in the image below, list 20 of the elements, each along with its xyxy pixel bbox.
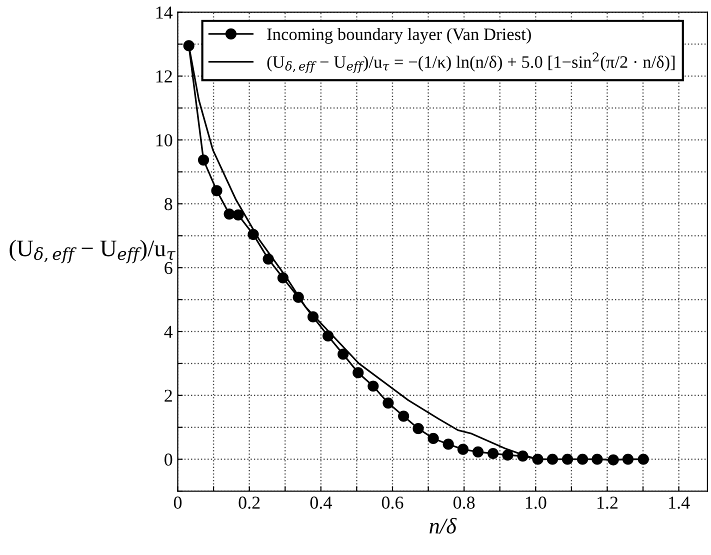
x-tick-label: 0.6 bbox=[382, 496, 404, 509]
y-tick-label: 2 bbox=[164, 390, 172, 402]
x-tick-label: 0.4 bbox=[310, 496, 332, 509]
y-tick-label: 14 bbox=[156, 6, 173, 18]
legend-label: Incoming boundary layer (Van Driest) bbox=[267, 28, 531, 44]
x-tick-label: 1.2 bbox=[598, 496, 618, 509]
y-tick-label: 6 bbox=[164, 262, 172, 274]
y-axis-title: (U$_{δ,eff}$ − U$_{eff}$)/u$_{τ}$ bbox=[10, 240, 176, 264]
x-tick-label: 1.0 bbox=[526, 496, 546, 509]
x-tick-label: 0 bbox=[174, 496, 182, 509]
y-tick-label: 12 bbox=[156, 70, 172, 82]
x-tick-label: 0.2 bbox=[238, 496, 260, 509]
y-tick-label: 4 bbox=[164, 326, 173, 338]
text: (U$_{δ,eff}$ − U$_{eff}$)/u$_{τ}$ = −(1/κ) ln(n/δ) + 5.0 [1−sin$^{2}$(π/2 · n/δ)] bbox=[267, 52, 675, 73]
x-tick-label: 0.8 bbox=[453, 496, 475, 509]
y-tick-label: 0 bbox=[164, 454, 172, 466]
x-axis-title: n/δ bbox=[430, 518, 457, 534]
y-tick-label: 8 bbox=[164, 198, 172, 210]
y-tick-label: 10 bbox=[156, 134, 172, 146]
x-tick-label: 1.4 bbox=[669, 496, 690, 509]
